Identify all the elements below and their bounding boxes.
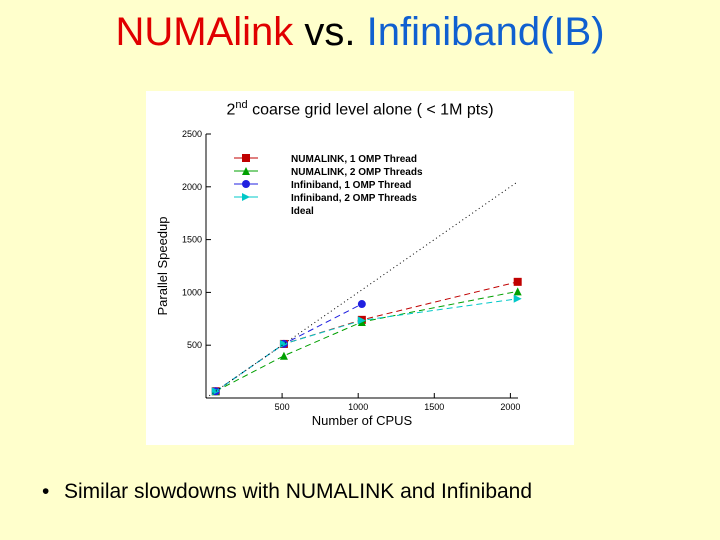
series-line-2 xyxy=(215,290,518,392)
y-tick-label: 500 xyxy=(187,340,202,350)
y-tick-label: 2500 xyxy=(182,129,202,139)
legend-label: NUMALINK, 1 OMP Thread xyxy=(291,154,417,165)
data-point-series-1 xyxy=(513,277,522,286)
x-tick-label: 500 xyxy=(275,402,290,412)
legend-marker xyxy=(242,193,250,201)
legend-marker xyxy=(242,154,250,162)
y-tick-label: 1000 xyxy=(182,287,202,297)
legend-label: NUMALINK, 2 OMP Threads xyxy=(291,167,423,178)
slide-title: NUMAlink vs. Infiniband(IB) xyxy=(0,8,720,56)
data-point-series-2 xyxy=(513,287,522,296)
title-vs: vs. xyxy=(293,10,367,54)
y-tick-label: 1500 xyxy=(182,235,202,245)
chart-title-pre: 2 xyxy=(226,101,236,119)
x-tick-label: 1500 xyxy=(424,402,444,412)
series-line-4 xyxy=(215,298,518,392)
legend-label: Infiniband, 2 OMP Threads xyxy=(291,193,417,204)
data-point-series-4 xyxy=(513,294,522,303)
chart-title: 2nd coarse grid level alone ( < 1M pts) xyxy=(146,99,574,119)
data-point-series-4 xyxy=(211,387,220,396)
series-line-5 xyxy=(205,181,519,399)
data-point-series-2 xyxy=(279,351,288,360)
legend-label: Infiniband, 1 OMP Thread xyxy=(291,180,411,191)
data-point-series-3 xyxy=(357,300,366,309)
title-infiniband: Infiniband(IB) xyxy=(366,10,605,54)
x-axis-label: Number of CPUS xyxy=(312,413,413,428)
bullet-dot: • xyxy=(42,480,50,503)
x-tick-label: 1000 xyxy=(348,402,368,412)
data-point-series-4 xyxy=(357,316,366,325)
chart-panel: 2nd coarse grid level alone ( < 1M pts) … xyxy=(146,91,574,445)
series-line-1 xyxy=(215,281,518,392)
speedup-chart: 500 1000 1500 2000 2500 500 1000 1500 2000 Number… xyxy=(155,129,522,428)
x-tick-label: 2000 xyxy=(500,402,520,412)
series-line-3 xyxy=(215,303,363,392)
title-numalink: NUMAlink xyxy=(115,10,294,54)
data-point-series-4 xyxy=(279,339,288,348)
legend-marker xyxy=(242,167,250,175)
chart-title-sup: nd xyxy=(235,99,248,111)
legend-marker xyxy=(242,180,250,188)
y-axis-label: Parallel Speedup xyxy=(155,216,170,315)
chart-title-post: coarse grid level alone ( < 1M pts) xyxy=(247,101,494,119)
y-tick-label: 2000 xyxy=(182,182,202,192)
bullet-item: • Similar slowdowns with NUMALINK and Inf… xyxy=(42,480,532,504)
legend-label: Ideal xyxy=(291,206,314,217)
bullet-text: Similar slowdowns with NUMALINK and Infi… xyxy=(64,480,533,503)
